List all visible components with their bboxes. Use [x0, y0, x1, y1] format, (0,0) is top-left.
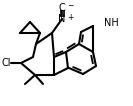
Text: N: N	[58, 14, 66, 24]
Text: −: −	[67, 1, 73, 10]
Text: +: +	[67, 13, 73, 22]
Text: C: C	[59, 3, 65, 13]
Text: Cl: Cl	[1, 58, 11, 68]
Text: NH: NH	[104, 18, 119, 28]
